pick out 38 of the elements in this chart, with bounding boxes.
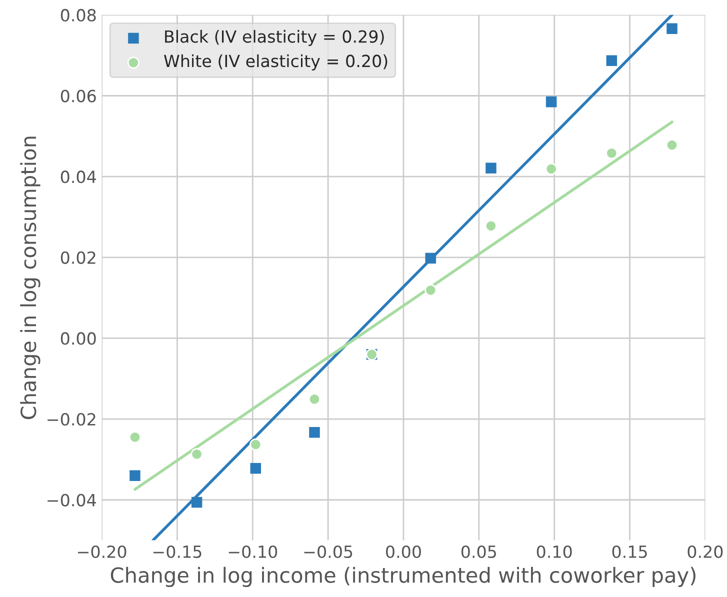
point (308, 393, 321, 406)
y-axis-title: Change in log consumption (20, 136, 40, 420)
y-tick-label: 0.00 (60, 332, 96, 345)
point (666, 138, 678, 152)
point (191, 496, 202, 508)
legend-label: White (IV elasticity = 0.20) (164, 54, 388, 71)
point (666, 23, 678, 34)
y-tick-label: 0.06 (60, 90, 96, 102)
point (130, 470, 140, 482)
point (128, 431, 142, 444)
x-tick-label: 0.15 (612, 545, 647, 558)
point (606, 55, 618, 66)
x-tick-label: −0.10 (228, 545, 278, 558)
x-axis-title: Change in log income (instrumented with coworker pay) (110, 566, 696, 587)
x-tick-label: −0.20 (78, 545, 126, 558)
point (425, 252, 436, 264)
point (546, 96, 557, 108)
point (424, 284, 437, 296)
x-tick-label: 0.05 (461, 545, 496, 558)
legend-label: Black (IV elasticity = 0.29) (165, 30, 384, 46)
point (250, 462, 262, 474)
point (606, 147, 618, 160)
x-tick-label: 0.10 (536, 545, 572, 558)
y-tick-label: 0.08 (60, 8, 96, 22)
x-tick-label: 0.00 (386, 545, 421, 558)
x-tick-label: 0.20 (688, 545, 723, 558)
y-tick-label: −0.02 (48, 413, 96, 426)
y-tick-label: 0.02 (60, 251, 96, 264)
point (486, 162, 496, 174)
point (545, 162, 558, 175)
x-tick-label: −0.15 (153, 545, 202, 558)
point (309, 427, 320, 438)
point (250, 438, 262, 451)
point (484, 220, 498, 232)
y-tick-label: 0.04 (60, 170, 96, 184)
x-tick-label: −0.05 (304, 545, 352, 558)
y-tick-label: −0.04 (48, 494, 96, 506)
point (190, 448, 203, 460)
